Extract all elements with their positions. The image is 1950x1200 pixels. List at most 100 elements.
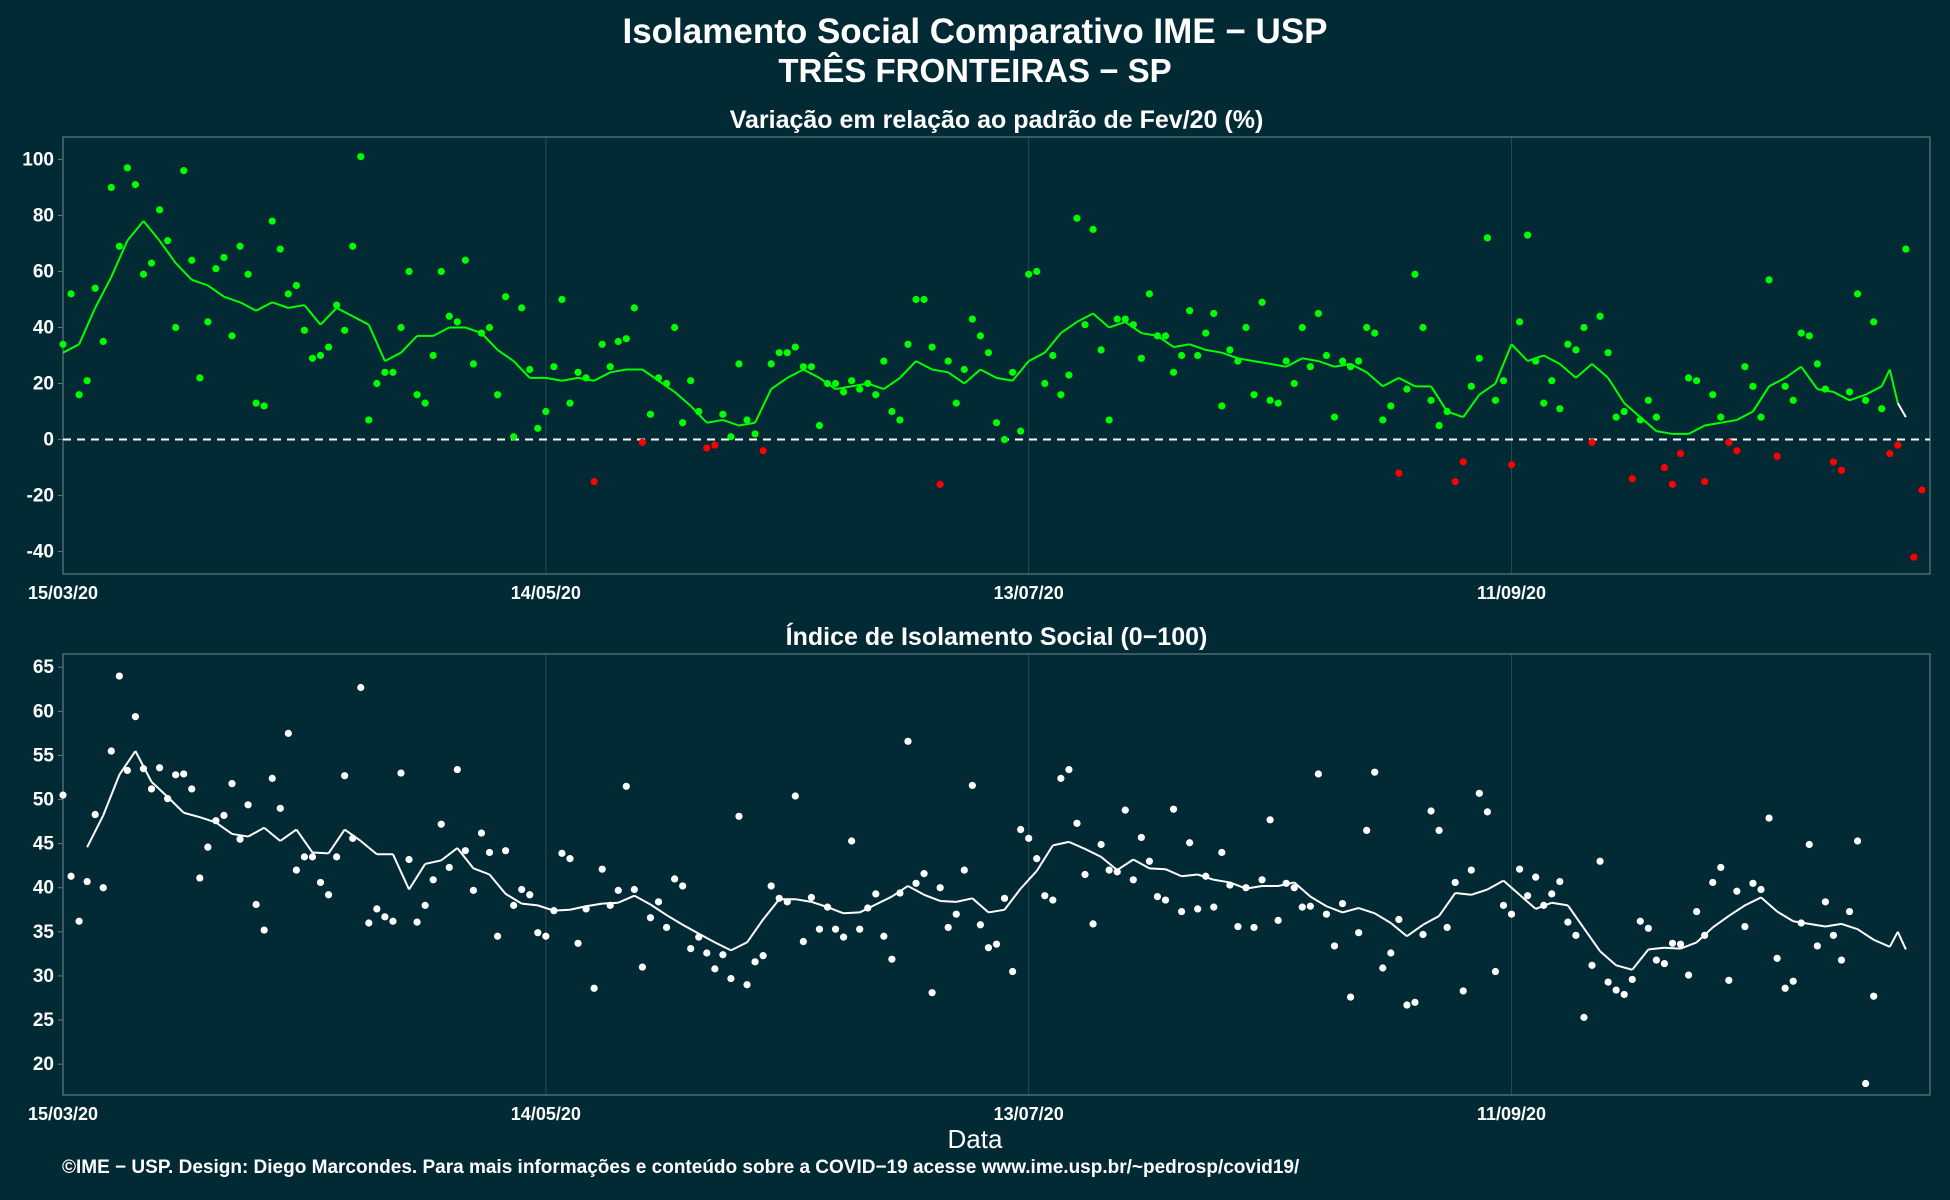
moving-average-segment [1173,343,1190,349]
moving-average-segment [1736,410,1754,421]
variation-point [1427,396,1435,404]
index-point [1338,900,1347,908]
variation-point [300,326,309,334]
index-point [413,918,421,926]
variation-point [437,267,445,276]
index-point [381,913,389,921]
moving-average-segment [754,388,773,424]
index-moving-average-segment [488,873,507,895]
index-point [1161,896,1170,904]
variation-point [1242,323,1250,332]
moving-average-segment [1768,377,1786,388]
variation-point [1089,225,1097,234]
variation-point [180,167,188,175]
moving-average-segment [1076,312,1094,323]
variation-point [1443,407,1451,416]
index-point [341,772,349,780]
variation-point [1000,435,1009,444]
index-point [759,952,767,960]
variation-point [1886,449,1894,458]
index-point [526,891,534,899]
index-point [679,882,687,890]
index-moving-average-segment [649,903,668,916]
index-point [1467,866,1475,874]
variation-point [1628,475,1636,483]
variation-point [518,304,526,312]
moving-average-segment [673,391,692,407]
moving-average-segment [223,295,241,304]
index-point [646,914,655,922]
panel-title: Variação em relação ao padrão de Fev/20 … [730,106,1264,134]
variation-point [1330,413,1339,421]
variation-point [1081,321,1089,329]
figure-title: Isolamento Social Comparativo IME − USP [622,12,1328,51]
variation-point [397,323,405,332]
variation-point [976,332,985,340]
index-moving-average-segment [408,863,426,891]
variation-point [1709,391,1717,399]
variation-point [936,480,944,488]
index-moving-average-segment [1309,895,1327,908]
variation-point [1741,363,1749,371]
index-moving-average-segment [971,897,990,914]
index-point [614,886,622,894]
variation-point [1049,351,1057,360]
moving-average-segment [786,368,804,379]
index-moving-average-segment [1293,881,1312,898]
index-point [1862,1079,1870,1088]
index-point [1749,879,1757,887]
index-point [260,926,268,934]
index-point [1580,1013,1588,1021]
index-point [131,713,140,721]
moving-average-segment [979,368,997,379]
index-point [1459,987,1467,995]
index-moving-average-segment [1132,858,1150,870]
index-point [1186,839,1194,847]
variation-point [1137,354,1145,362]
variation-point [1540,399,1548,407]
variation-point [807,363,816,371]
index-point [502,847,510,855]
index-point [115,672,123,680]
index-point [268,774,276,782]
variation-point [799,363,807,371]
index-moving-average-segment [1326,905,1343,914]
variation-point [1065,371,1073,379]
variation-point [1451,477,1459,486]
moving-average-segment [1656,430,1673,435]
index-point [1845,907,1854,916]
moving-average-segment [1382,377,1400,388]
x-tick-label: 11/09/20 [1477,583,1546,603]
index-point [1234,922,1242,931]
index-moving-average-segment [1213,878,1231,884]
moving-average-segment [947,371,965,385]
variation-point [188,256,196,264]
index-point [196,874,204,882]
variation-point [1805,332,1813,340]
index-point [1266,816,1274,824]
variation-point [1588,438,1596,446]
variation-point [1282,357,1290,365]
index-moving-average-segment [247,826,265,838]
moving-average-segment [996,376,1013,382]
index-point [1008,967,1017,976]
variation-point [1797,329,1805,337]
variation-point [1620,407,1628,416]
moving-average-segment [915,360,933,371]
moving-average-segment [1784,365,1802,379]
index-point [687,944,695,953]
index-moving-average-segment [1470,888,1488,896]
variation-point [1411,270,1419,278]
index-point [976,921,985,929]
variation-point [204,318,212,326]
index-point [1556,877,1564,886]
index-point [236,835,244,843]
variation-point [1435,421,1443,430]
variation-point [1169,368,1178,376]
y-tick-label: 25 [33,1010,55,1031]
index-point [1620,990,1628,999]
variation-point [1749,382,1757,390]
variation-point [1017,427,1025,435]
variation-point [775,349,783,357]
